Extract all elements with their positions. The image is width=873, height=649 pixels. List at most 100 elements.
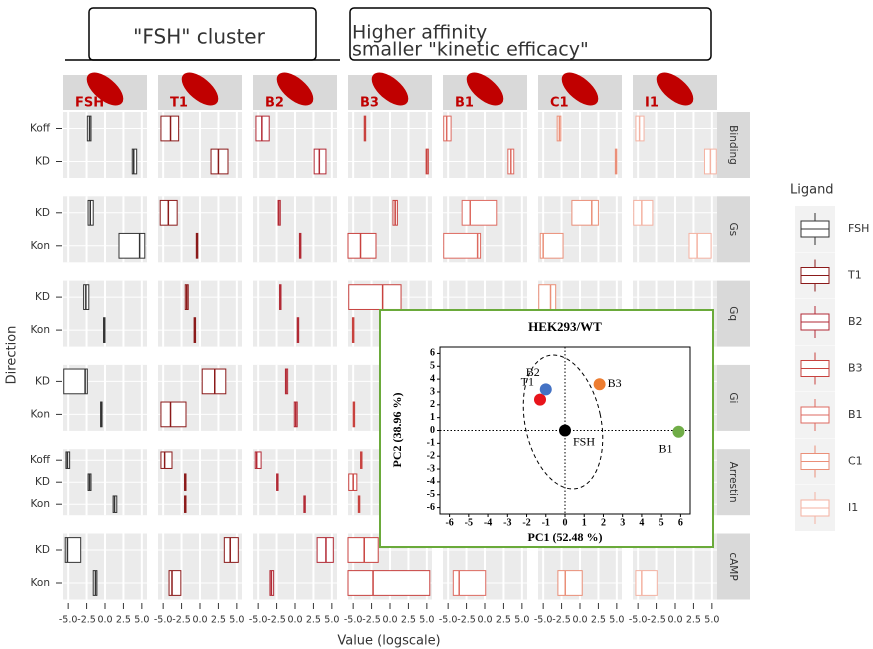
box (118, 232, 146, 259)
y-axis-label: Direction (5, 326, 20, 385)
x-tick-label: 5.0 (229, 615, 244, 626)
box (168, 570, 182, 596)
x-tick-label: 2.5 (686, 615, 701, 626)
x-tick-label: 0.0 (287, 615, 302, 626)
box (160, 401, 187, 428)
receptor-icon (371, 72, 409, 106)
x-tick-label: 2.5 (496, 615, 511, 626)
x-tick-label: -2.5 (457, 615, 476, 626)
x-tick-label: -5.0 (344, 615, 363, 626)
facet-label: Arrestin (727, 462, 739, 503)
receptor-icon (466, 72, 504, 106)
box (210, 148, 229, 175)
y-tick-label: KD (35, 476, 50, 488)
pca-point (559, 424, 571, 437)
box (571, 199, 599, 226)
x-tick-label: 5.0 (704, 615, 719, 626)
x-tick-label: 0.0 (192, 615, 207, 626)
box (347, 537, 379, 563)
ligand-header: B3 (360, 96, 379, 111)
y-tick-label: -6 (427, 502, 435, 513)
x-tick-label: -5.0 (439, 615, 458, 626)
box (452, 570, 487, 596)
confidence-ellipse (522, 354, 604, 490)
y-tick-label: KD (35, 156, 50, 168)
x-tick-label: -2.5 (647, 615, 666, 626)
box (160, 451, 173, 469)
y-tick-label: Koff (30, 123, 51, 135)
x-tick-label: -2.5 (362, 615, 381, 626)
pca-point (593, 378, 606, 391)
x-tick-label: -5.0 (154, 615, 173, 626)
y-tick-label: -4 (427, 476, 435, 487)
y-tick-label: 4 (430, 373, 435, 384)
y-tick-label: 6 (430, 348, 435, 359)
receptor-icon (86, 72, 124, 106)
facet-strip (717, 112, 750, 178)
annotation-box (349, 7, 712, 61)
x-tick-label: -4 (484, 517, 492, 528)
facet-label: cAMP (727, 552, 739, 580)
box (461, 199, 498, 226)
box (635, 570, 658, 596)
pca-point (672, 425, 685, 438)
point-label: T1 (521, 374, 534, 388)
box (347, 232, 377, 259)
y-tick-label: Kon (31, 324, 50, 336)
x-tick-label: -2.5 (172, 615, 191, 626)
x-tick-label: -5.0 (629, 615, 648, 626)
ligand-header: FSH (75, 96, 104, 111)
x-tick-label: -2.5 (552, 615, 571, 626)
box (347, 570, 431, 596)
legend-label: B1 (848, 408, 863, 421)
x-tick-label: -6 (445, 517, 453, 528)
legend-label: I1 (848, 501, 858, 514)
y-tick-label: Kon (31, 498, 50, 510)
y-tick-label: KD (35, 544, 50, 556)
x-tick-label: 5.0 (134, 615, 149, 626)
box (633, 199, 654, 226)
x-tick-label: 0.0 (97, 615, 112, 626)
x-tick-label: -5 (465, 517, 473, 528)
y-tick-label: Kon (31, 408, 50, 420)
box (539, 232, 564, 259)
inset-frame (379, 309, 714, 548)
x-tick-label: 5 (659, 517, 664, 528)
y-tick-label: 5 (430, 361, 435, 372)
x-tick-label: -5.0 (249, 615, 268, 626)
y-tick-label: KD (35, 291, 50, 303)
x-axis-label: PC1 (52.48 %) (528, 530, 603, 544)
y-axis-label: PC2 (38.96 %) (390, 393, 404, 468)
x-tick-label: -2.5 (77, 615, 96, 626)
x-tick-label: -2 (522, 517, 530, 528)
facet-strip (717, 533, 750, 600)
x-axis-label: Value (logscale) (337, 634, 440, 649)
ligand-header: T1 (170, 96, 188, 111)
facet-label: Gq (727, 306, 739, 321)
y-tick-label: Kon (31, 577, 50, 589)
ligand-header: C1 (550, 96, 569, 111)
x-tick-label: 5.0 (609, 615, 624, 626)
receptor-icon (276, 72, 314, 106)
x-tick-label: 2.5 (591, 615, 606, 626)
facet-strip (717, 280, 750, 347)
x-tick-label: 2.5 (306, 615, 321, 626)
point-label: B2 (526, 365, 540, 379)
y-tick-label: 2 (430, 399, 435, 410)
box (348, 284, 402, 310)
x-tick-label: 4 (639, 517, 644, 528)
box (64, 537, 82, 563)
ligand-header: B2 (265, 96, 284, 111)
annotation: "FSH" cluster (133, 25, 265, 49)
box (443, 232, 482, 259)
facet-label: Gi (727, 392, 739, 403)
facet-strip (717, 449, 750, 516)
x-tick-label: -5.0 (59, 615, 78, 626)
x-tick-label: -3 (503, 517, 511, 528)
x-tick-label: 5.0 (324, 615, 339, 626)
annotation: smaller "kinetic efficacy" (352, 39, 589, 61)
y-tick-label: -1 (427, 438, 435, 449)
y-tick-label: 1 (430, 412, 435, 423)
box (538, 284, 557, 310)
